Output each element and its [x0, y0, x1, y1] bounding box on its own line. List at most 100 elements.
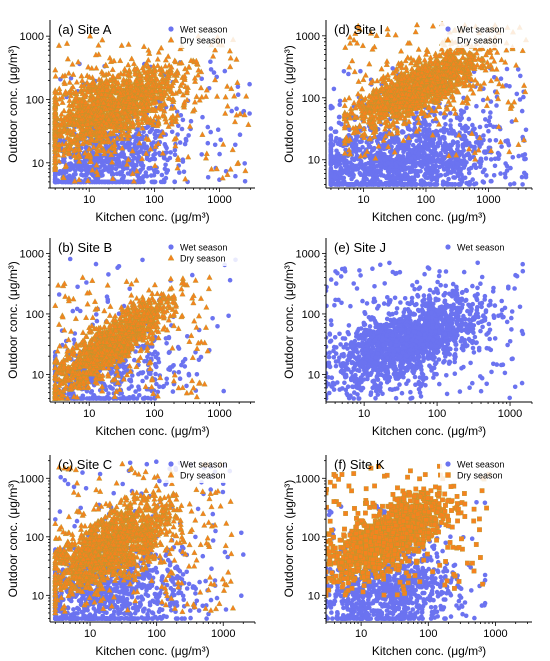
data-point — [158, 91, 165, 97]
data-point — [71, 152, 78, 159]
y-tick-label: 100 — [26, 94, 44, 106]
data-point — [188, 118, 194, 124]
data-point — [359, 139, 364, 144]
data-point — [114, 171, 120, 176]
data-point — [174, 69, 181, 76]
data-point — [394, 163, 399, 169]
data-point — [511, 98, 518, 105]
data-point — [148, 165, 154, 171]
data-point — [130, 177, 137, 184]
data-point — [498, 76, 504, 81]
data-point — [424, 163, 430, 168]
data-point — [383, 174, 389, 180]
data-point — [52, 66, 59, 73]
data-point — [242, 161, 247, 166]
data-point — [79, 135, 86, 142]
data-point — [399, 173, 404, 178]
data-point — [427, 182, 432, 187]
data-point — [464, 138, 469, 143]
data-point — [118, 179, 123, 185]
data-point — [158, 105, 165, 112]
data-point — [58, 120, 65, 127]
data-point — [164, 145, 169, 151]
data-point — [88, 64, 95, 71]
data-point — [60, 174, 67, 181]
data-point — [72, 88, 79, 95]
data-point — [127, 147, 132, 153]
data-point — [116, 164, 122, 169]
y-tick-label: 1000 — [20, 31, 44, 43]
data-point — [418, 107, 425, 114]
data-point — [63, 40, 71, 46]
data-point — [520, 136, 528, 143]
data-point — [104, 79, 111, 86]
data-point — [470, 177, 476, 182]
data-point — [384, 25, 391, 32]
data-point — [488, 77, 495, 84]
data-point — [444, 105, 451, 112]
data-point — [211, 70, 217, 75]
data-point — [154, 122, 161, 128]
data-point — [95, 133, 103, 140]
data-point — [345, 122, 352, 128]
data-point — [145, 115, 152, 122]
data-point — [168, 70, 175, 76]
data-point — [94, 147, 101, 154]
data-point — [416, 143, 422, 148]
data-point — [494, 103, 499, 108]
data-point — [432, 152, 438, 158]
data-point — [233, 142, 238, 148]
data-point — [390, 66, 396, 71]
data-point — [431, 137, 437, 142]
legend-label: Dry season — [180, 36, 226, 46]
data-point — [202, 154, 210, 161]
data-point — [171, 104, 178, 111]
data-point — [437, 164, 442, 170]
data-point — [360, 117, 368, 124]
data-point — [93, 161, 100, 168]
data-point — [462, 134, 468, 140]
data-point — [399, 130, 405, 135]
data-point — [163, 118, 170, 125]
data-point — [452, 169, 457, 174]
data-point — [442, 136, 447, 141]
data-point — [86, 145, 93, 152]
data-point — [124, 89, 131, 96]
data-point — [111, 127, 118, 133]
data-point — [418, 160, 424, 166]
data-point — [334, 162, 340, 168]
data-point — [109, 81, 116, 88]
data-point — [231, 92, 238, 99]
data-point — [443, 122, 448, 127]
data-point — [118, 135, 125, 142]
data-point — [460, 175, 466, 180]
data-point — [426, 137, 431, 142]
data-point — [361, 151, 368, 158]
data-point — [409, 156, 414, 161]
data-point — [338, 165, 344, 171]
data-point — [410, 182, 416, 187]
data-point — [174, 156, 182, 162]
data-point — [144, 103, 151, 110]
data-point — [231, 118, 239, 125]
data-point — [447, 142, 453, 148]
data-point — [72, 94, 80, 100]
data-point — [342, 44, 349, 50]
data-point — [130, 122, 137, 129]
data-point — [132, 141, 137, 147]
data-point — [83, 145, 89, 150]
data-point — [180, 117, 186, 123]
data-point — [100, 99, 107, 106]
data-point — [113, 118, 121, 125]
data-point — [419, 164, 425, 169]
data-point — [150, 62, 157, 69]
data-point — [447, 49, 454, 55]
data-point — [121, 173, 126, 179]
data-point — [446, 176, 451, 182]
data-point — [365, 166, 371, 171]
data-point — [428, 174, 433, 179]
data-point — [218, 137, 223, 143]
data-point — [470, 122, 475, 128]
series-wet-season — [328, 65, 529, 187]
